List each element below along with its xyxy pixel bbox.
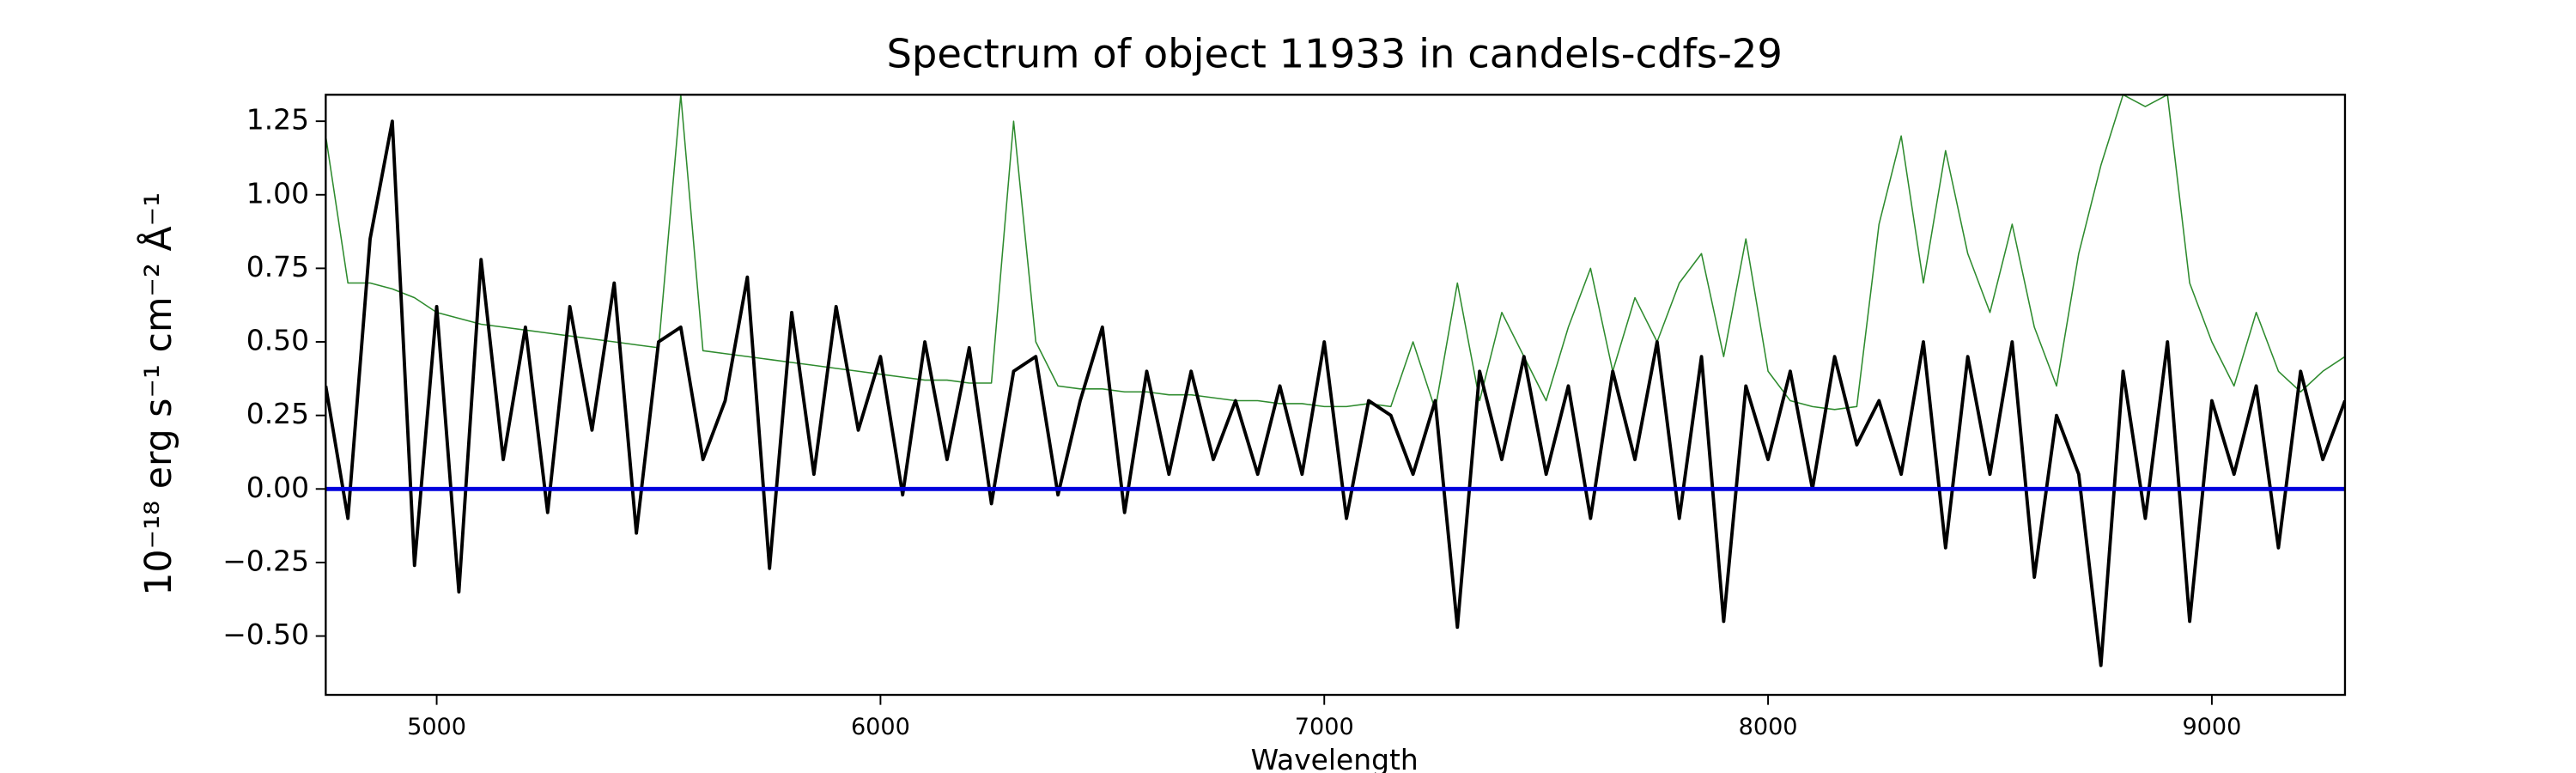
x-tick-label: 8000	[1739, 714, 1798, 740]
y-tick-label: 0.75	[246, 250, 309, 283]
y-axis-label: 10⁻¹⁸ erg s⁻¹ cm⁻² Å⁻¹	[137, 192, 180, 596]
y-tick-label: 1.25	[246, 103, 309, 137]
y-tick-label: 0.25	[246, 397, 309, 430]
y-tick-label: −0.50	[222, 618, 309, 651]
x-tick-label: 6000	[851, 714, 910, 740]
x-axis-label: Wavelength	[1251, 743, 1419, 773]
y-tick-label: 0.50	[246, 324, 309, 357]
spectrum-line	[325, 119, 2345, 667]
y-tick-label: 1.00	[246, 176, 309, 210]
x-tick-label: 7000	[1295, 714, 1354, 740]
x-tick-label: 5000	[407, 714, 466, 740]
plot-frame	[325, 94, 2347, 697]
plot-area	[325, 94, 2345, 667]
y-tick-label: −0.25	[222, 544, 309, 577]
x-tick-label: 9000	[2182, 714, 2241, 740]
y-tick-label: 0.00	[246, 471, 309, 504]
spectrum-line	[325, 94, 2345, 411]
chart-title: Spectrum of object 11933 in candels-cdfs…	[886, 30, 1782, 76]
